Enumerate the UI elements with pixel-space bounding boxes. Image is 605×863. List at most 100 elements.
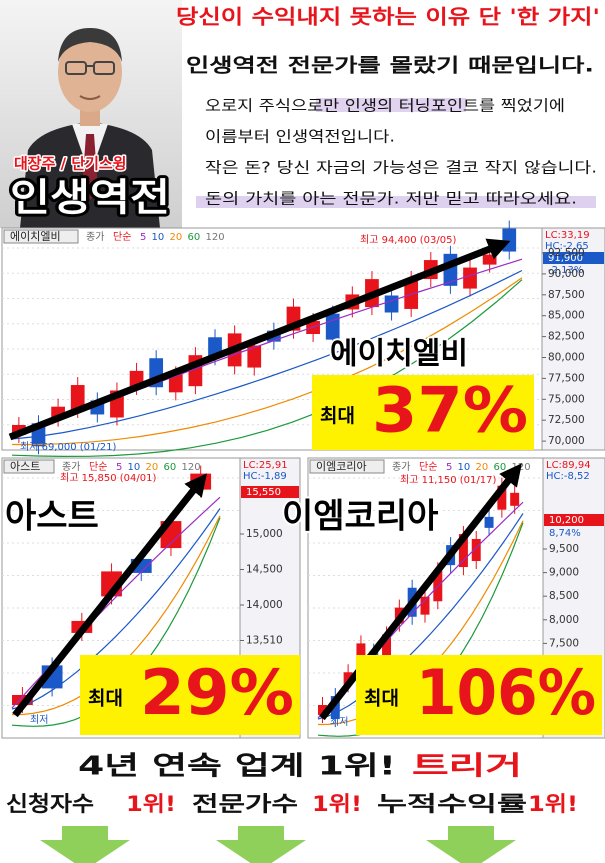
moving-average (317, 513, 524, 720)
legend-item: 5 (116, 462, 122, 473)
price-tag: 8,74% (549, 528, 581, 539)
legend-item: 20 (476, 462, 489, 473)
high-label: 최고 94,400 (03/05) (360, 234, 456, 246)
legend-item: 60 (164, 462, 177, 473)
indicator: LC:33,19 (545, 230, 590, 241)
legend-item: 단순 (113, 231, 131, 243)
trend-arrow (319, 463, 522, 721)
trend-arrow (8, 238, 511, 441)
candle (420, 596, 430, 615)
gain-value: 37% (372, 374, 528, 447)
legend-item: 120 (182, 462, 201, 473)
highlight (316, 98, 466, 112)
gain-box (80, 655, 300, 735)
rank-value: 1위! (312, 792, 362, 816)
candle (12, 695, 33, 705)
axis-label: 82,500 (548, 331, 585, 343)
gain-box (356, 655, 602, 735)
legend-item: 종가 (392, 461, 410, 473)
tab (3, 459, 55, 474)
stock-name: 에이치엘비 (330, 337, 468, 372)
low-label: 최저 (30, 714, 48, 726)
axis-label: 87,500 (548, 289, 585, 301)
headline: 당신이 수익내지 못하는 이유 단 '한 가지' (176, 5, 600, 29)
legend-item: 20 (170, 232, 183, 243)
rank-label: 전문가수 (192, 792, 298, 816)
axis-label: 80,000 (548, 352, 585, 364)
stock-name: 이엠코리아 (282, 497, 438, 537)
footer-headline: 4년 연속 업계 1위! (78, 752, 396, 782)
tab-label: 아스트 (10, 460, 40, 473)
price-tag: 10,200 (549, 515, 584, 526)
legend-item: 120 (512, 462, 531, 473)
axis-label: 14,500 (246, 564, 283, 576)
moving-average (11, 279, 523, 458)
price-tag-bg (543, 252, 604, 264)
legend-item: 종가 (86, 231, 104, 243)
axis-label: 9,000 (549, 567, 579, 579)
legend-item: 5 (446, 462, 452, 473)
gain-prefix: 최대 (88, 688, 123, 710)
gain-value: 106% (416, 656, 596, 729)
tab-label: 이엠코리아 (316, 460, 367, 473)
tab-label: 에이치엘비 (10, 230, 61, 243)
axis-label: 90,000 (548, 268, 585, 280)
axis-label: 9,500 (549, 543, 579, 555)
low-label: 최저 69,000 (01/21) (20, 441, 116, 453)
indicator: HC:-8,52 (546, 471, 590, 482)
candle (70, 385, 85, 411)
candle (482, 254, 497, 265)
candle (384, 295, 399, 313)
axis-label: 75,000 (548, 393, 585, 405)
axis-label: 14,000 (246, 599, 283, 611)
candle (168, 374, 183, 393)
rank-label: 누적수익률 (377, 792, 527, 816)
candle (330, 696, 340, 720)
indicator: LC:25,91 (243, 460, 288, 471)
indicator: HC:-2,65 (545, 241, 589, 252)
intro-line: 작은 돈? 당신 자금의 가능성은 결코 작지 않습니다. (205, 159, 597, 177)
portrait (20, 28, 160, 228)
price-tag-bg (241, 486, 299, 498)
legend-item: 20 (146, 462, 159, 473)
legend-item: 종가 (62, 461, 80, 473)
candle (318, 705, 327, 715)
legend-item: 120 (206, 232, 225, 243)
axis-label: 15,000 (246, 528, 283, 540)
axis-label: 92,500 (548, 247, 585, 259)
candle (343, 672, 353, 685)
badge-caption: 대장주 / 단기스윙 (14, 155, 127, 173)
legend-item: 단순 (89, 461, 107, 473)
price-tag: -2,13% (548, 265, 583, 276)
moving-average (12, 277, 523, 446)
legend-item: 10 (152, 232, 165, 243)
indicator: HC:-1,89 (243, 471, 287, 482)
gain-box (312, 375, 534, 450)
axis-label: 13,510 (246, 635, 283, 647)
rank-value: 1위! (528, 792, 578, 816)
indicator: LC:89,94 (546, 460, 591, 471)
axis-label: 72,500 (548, 414, 585, 426)
candle (471, 538, 481, 561)
high-label: 최고 11,150 (01/17) (400, 474, 496, 486)
moving-average (11, 269, 523, 440)
candle (325, 313, 340, 340)
moving-average (11, 508, 221, 710)
intro-line: 돈의 가치를 아는 전문가. 저만 믿고 따라오세요. (205, 190, 577, 208)
high-label: 최고 15,850 (04/01) (60, 472, 156, 484)
candle (463, 267, 477, 289)
tab (3, 229, 79, 244)
rank-value: 1위! (126, 792, 176, 816)
down-arrows (40, 826, 516, 863)
legend-item: 5 (140, 232, 146, 243)
rank-label: 신청자수 (6, 792, 94, 816)
price-tag-bg (544, 514, 604, 526)
price-tag: 91,900 (548, 253, 583, 264)
footer-bg (0, 740, 605, 820)
legend-item: 단순 (419, 461, 437, 473)
gain-prefix: 최대 (364, 688, 399, 710)
axis-label: 8,500 (549, 590, 579, 602)
